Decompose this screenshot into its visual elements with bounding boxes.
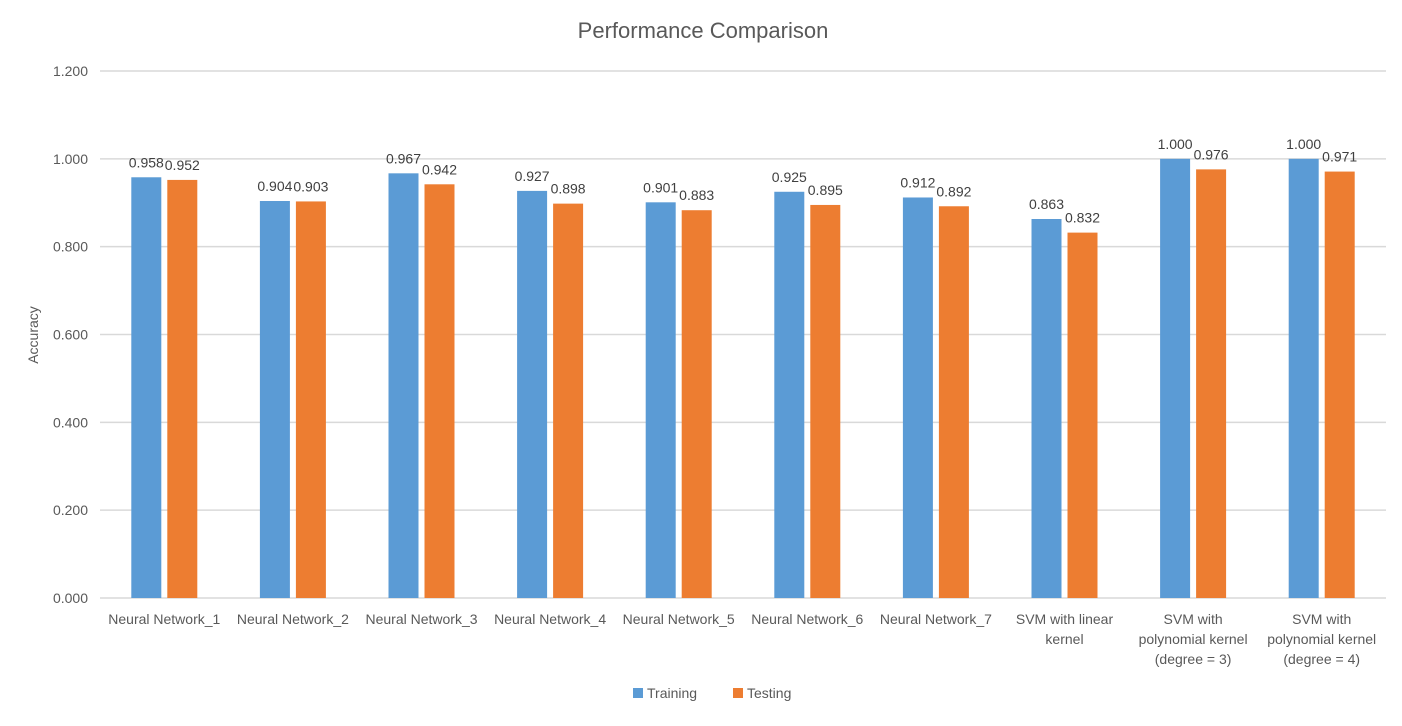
bar-training bbox=[131, 177, 162, 599]
bar-training bbox=[259, 200, 290, 598]
y-axis-title: Accuracy bbox=[25, 306, 41, 364]
x-category-label: SVM with polynomial kernel (degree = 3) bbox=[1139, 611, 1248, 667]
y-tick-label: 0.800 bbox=[53, 239, 88, 255]
data-label-testing: 0.883 bbox=[679, 187, 714, 203]
data-label-training: 1.000 bbox=[1158, 136, 1193, 152]
x-category-label-line: SVM with linear bbox=[1016, 611, 1114, 627]
legend: Training Testing bbox=[633, 685, 791, 701]
x-category-label: Neural Network_6 bbox=[751, 611, 863, 627]
bar-training bbox=[774, 191, 805, 599]
data-label-training: 0.863 bbox=[1029, 196, 1064, 212]
data-label-training: 0.967 bbox=[386, 150, 421, 166]
bar-testing bbox=[553, 203, 584, 598]
x-category-label-line: Neural Network_5 bbox=[623, 611, 735, 627]
y-tick-label: 0.000 bbox=[53, 590, 88, 606]
bar-training bbox=[645, 202, 676, 598]
y-tick-label: 1.200 bbox=[53, 63, 88, 79]
legend-label-testing: Testing bbox=[747, 685, 791, 701]
data-label-training: 1.000 bbox=[1286, 136, 1321, 152]
bar-training bbox=[1031, 218, 1062, 599]
x-category-label-line: Neural Network_1 bbox=[108, 611, 220, 627]
x-category-label-line: (degree = 4) bbox=[1283, 651, 1360, 667]
x-category-label: Neural Network_1 bbox=[108, 611, 220, 627]
x-category-label: Neural Network_2 bbox=[237, 611, 349, 627]
bar-training bbox=[1160, 158, 1191, 599]
legend-label-training: Training bbox=[647, 685, 697, 701]
data-label-training: 0.958 bbox=[129, 154, 164, 170]
x-category-label-line: SVM with bbox=[1164, 611, 1223, 627]
bar-testing bbox=[295, 201, 326, 598]
data-label-testing: 0.903 bbox=[293, 178, 328, 194]
bar-training bbox=[517, 190, 548, 598]
bar-testing bbox=[681, 210, 712, 599]
x-category-label-line: kernel bbox=[1045, 631, 1083, 647]
data-label-testing: 0.832 bbox=[1065, 210, 1100, 226]
y-tick-label: 0.600 bbox=[53, 327, 88, 343]
data-label-training: 0.901 bbox=[643, 179, 678, 195]
x-category-label: SVM with polynomial kernel (degree = 4) bbox=[1267, 611, 1376, 667]
x-category-label: Neural Network_7 bbox=[880, 611, 992, 627]
x-axis-categories: Neural Network_1 Neural Network_2 Neural N… bbox=[108, 611, 1376, 667]
x-category-label: Neural Network_4 bbox=[494, 611, 606, 627]
x-category-label-line: Neural Network_7 bbox=[880, 611, 992, 627]
x-category-label-line: polynomial kernel bbox=[1139, 631, 1248, 647]
bar-training bbox=[902, 197, 933, 599]
x-category-label-line: polynomial kernel bbox=[1267, 631, 1376, 647]
data-label-testing: 0.892 bbox=[936, 183, 971, 199]
x-category-label-line: (degree = 3) bbox=[1155, 651, 1232, 667]
bars bbox=[131, 158, 1355, 599]
y-tick-label: 0.400 bbox=[53, 414, 88, 430]
bar-testing bbox=[938, 206, 969, 598]
legend-swatch-testing bbox=[733, 688, 743, 698]
legend-swatch-training bbox=[633, 688, 643, 698]
bar-testing bbox=[1196, 169, 1227, 598]
x-category-label-line: Neural Network_3 bbox=[365, 611, 477, 627]
chart-title: Performance Comparison bbox=[578, 18, 829, 43]
bar-testing bbox=[810, 204, 841, 598]
x-category-label-line: Neural Network_2 bbox=[237, 611, 349, 627]
x-category-label-line: Neural Network_4 bbox=[494, 611, 606, 627]
data-label-training: 0.927 bbox=[515, 168, 550, 184]
bar-training bbox=[388, 173, 419, 598]
bar-testing bbox=[1324, 171, 1355, 599]
data-label-testing: 0.952 bbox=[165, 157, 200, 173]
x-category-label-line: Neural Network_6 bbox=[751, 611, 863, 627]
bar-training bbox=[1288, 158, 1319, 599]
y-tick-label: 0.200 bbox=[53, 502, 88, 518]
data-label-testing: 0.976 bbox=[1194, 146, 1229, 162]
data-label-training: 0.912 bbox=[900, 174, 935, 190]
data-label-testing: 0.942 bbox=[422, 161, 457, 177]
data-label-training: 0.904 bbox=[257, 178, 292, 194]
y-tick-label: 1.000 bbox=[53, 151, 88, 167]
data-label-training: 0.925 bbox=[772, 169, 807, 185]
x-category-label: SVM with linear kernel bbox=[1016, 611, 1114, 647]
x-category-label: Neural Network_3 bbox=[365, 611, 477, 627]
data-label-testing: 0.971 bbox=[1322, 149, 1357, 165]
bar-testing bbox=[424, 184, 455, 598]
data-label-testing: 0.895 bbox=[808, 182, 843, 198]
bar-testing bbox=[167, 179, 198, 598]
bar-testing bbox=[1067, 232, 1098, 598]
x-category-label-line: SVM with bbox=[1292, 611, 1351, 627]
y-axis-ticks: 0.000 0.200 0.400 0.600 0.800 1.000 1.200 bbox=[53, 63, 88, 606]
data-label-testing: 0.898 bbox=[551, 181, 586, 197]
x-category-label: Neural Network_5 bbox=[623, 611, 735, 627]
